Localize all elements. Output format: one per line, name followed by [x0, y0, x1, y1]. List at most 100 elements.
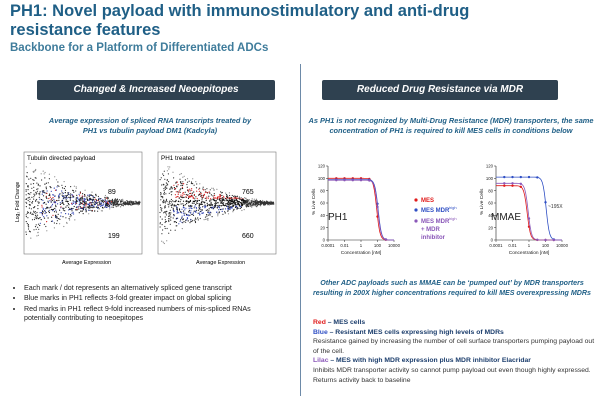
ma-point	[217, 196, 219, 198]
ma-point	[173, 177, 175, 179]
ma-point	[195, 187, 198, 189]
ma-point	[83, 206, 85, 208]
ma-point	[185, 200, 187, 202]
ma-point	[232, 197, 234, 199]
ma-point	[26, 176, 28, 178]
ma-point	[46, 230, 48, 232]
ma-point	[165, 220, 167, 223]
ma-point	[174, 188, 176, 190]
ma-point	[93, 198, 95, 201]
ma-point	[232, 205, 234, 207]
ma-point	[223, 199, 225, 201]
ma-point	[210, 202, 212, 204]
ma-point	[135, 203, 137, 205]
ma-point	[134, 201, 136, 203]
ma-point	[27, 186, 29, 188]
ma-point	[65, 213, 67, 215]
ma-point	[219, 200, 221, 202]
page-title: PH1: Novel payload with immunostimulator…	[10, 2, 470, 39]
ma-point	[233, 209, 235, 211]
ma-point	[137, 201, 139, 203]
ma-point	[57, 181, 59, 183]
ma-point	[185, 194, 187, 196]
ma-point	[184, 212, 186, 214]
ma-point	[221, 194, 223, 197]
ma-point	[194, 219, 196, 221]
ma-point	[50, 220, 53, 222]
ma-point	[46, 190, 48, 192]
ma-point	[32, 213, 34, 216]
ma-point	[39, 191, 41, 193]
ma-point	[240, 197, 242, 199]
ma-point	[210, 198, 212, 200]
ma-point	[218, 207, 221, 209]
ma-point	[208, 191, 210, 193]
ma-point	[188, 211, 190, 213]
ma-point	[97, 204, 99, 206]
dose-point	[503, 182, 506, 185]
ma-point	[183, 221, 185, 223]
ma-point	[236, 202, 238, 204]
ma-point	[79, 201, 82, 203]
ma-point	[170, 219, 172, 221]
ma-point	[73, 205, 75, 208]
ma-point	[193, 191, 195, 193]
ma-point	[253, 202, 255, 204]
ma-point	[61, 190, 63, 192]
ma-point	[91, 191, 93, 193]
ma-point	[215, 199, 217, 202]
ma-point	[165, 198, 168, 200]
ma-point	[219, 202, 222, 204]
ma-point	[102, 207, 104, 209]
ma-point	[109, 201, 111, 203]
ma-point	[228, 198, 230, 200]
ma-point	[245, 202, 247, 204]
ma-point	[82, 203, 84, 205]
ma-point	[56, 222, 58, 225]
ma-point	[175, 221, 177, 224]
ma-point	[65, 195, 67, 197]
ma-point	[176, 211, 178, 213]
ma-point	[27, 224, 29, 226]
ma-point	[180, 194, 182, 196]
ma-point	[191, 189, 193, 191]
ma-point	[65, 196, 68, 198]
ma-point	[53, 211, 56, 213]
ma-point	[209, 200, 211, 202]
ma-point	[230, 201, 232, 203]
ma-point	[29, 198, 31, 200]
ma-point	[237, 197, 239, 199]
ma-point	[29, 193, 31, 195]
ma-point	[86, 198, 88, 200]
ma-point	[116, 198, 118, 200]
ma-point	[103, 203, 105, 205]
ma-point	[73, 201, 75, 203]
ma-point	[239, 204, 241, 206]
key-lilac: Lilac – MES with high MDR expression plu…	[313, 356, 598, 366]
ma-point	[192, 212, 194, 214]
ma-point	[69, 219, 71, 221]
ma-plot-1-title: Tubulin directed payload	[27, 155, 96, 162]
ma-point	[167, 173, 169, 175]
ma-point	[201, 203, 203, 205]
ma-point	[121, 201, 123, 203]
ma-point	[33, 190, 35, 192]
ma-point	[81, 210, 83, 212]
ma-point	[71, 194, 73, 196]
ma-point	[222, 203, 224, 205]
ma-point	[43, 223, 46, 225]
ma-point	[192, 178, 194, 180]
ma-point	[247, 204, 249, 206]
ma-point	[45, 212, 47, 214]
legend-mes-mdr-inhibitor: MES MDR	[421, 219, 450, 225]
ma-point	[240, 206, 242, 208]
ma-point	[233, 195, 235, 197]
ma-point	[182, 222, 184, 224]
ma-point	[37, 208, 39, 210]
ma-point	[224, 212, 226, 214]
ma-point	[161, 233, 163, 235]
ma-point	[186, 186, 188, 188]
ma-point	[175, 196, 177, 198]
ma-point	[52, 214, 54, 216]
ma-point	[39, 192, 41, 194]
